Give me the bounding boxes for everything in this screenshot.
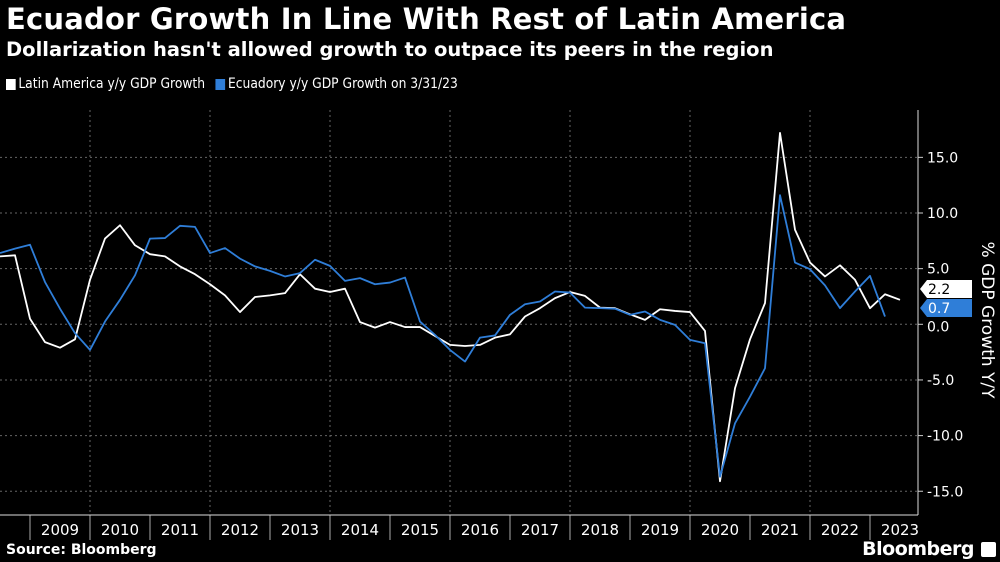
bloomberg-logo: Bloomberg [862,538,974,560]
last-value-label: 0.7 [928,301,950,317]
y-tick-label: 10.0 [927,206,958,222]
x-tick-label: 2010 [101,521,139,539]
chart-title: Ecuador Growth In Line With Rest of Lati… [6,2,847,36]
legend: Latin America y/y GDP Growth Ecuadory y/… [6,76,458,92]
x-tick-label: 2015 [401,521,439,539]
last-value-tag [920,280,972,298]
legend-label: Latin America y/y GDP Growth [18,76,206,92]
x-tick-label: 2020 [701,521,739,539]
y-tick-label: -5.0 [927,373,954,389]
x-tick-label: 2016 [461,521,499,539]
legend-swatch-white [6,78,16,90]
x-tick-label: 2018 [581,521,619,539]
y-tick-label: 15.0 [927,150,958,166]
last-value-tag [920,299,972,317]
x-tick-label: 2017 [521,521,559,539]
x-tick-label: 2012 [221,521,259,539]
last-value-label: 2.2 [928,282,950,298]
y-tick-label: 0.0 [927,319,949,335]
source-note: Source: Bloomberg [6,542,157,558]
x-tick-label: 2014 [341,521,379,539]
x-tick-label: 2011 [161,521,199,539]
chart-subtitle: Dollarization hasn't allowed growth to o… [6,38,774,61]
y-axis-label: % GDP Growth Y/Y [977,242,997,400]
x-tick-label: 2021 [761,521,799,539]
legend-item-ecuador: Ecuadory y/y GDP Growth on 3/31/23 [215,76,458,92]
x-tick-label: 2009 [41,521,79,539]
x-tick-label: 2013 [281,521,319,539]
legend-swatch-blue [215,78,226,90]
x-tick-label: 2019 [641,521,679,539]
legend-item-latin-america: Latin America y/y GDP Growth [6,76,205,92]
series-line-ecuador [0,194,886,478]
x-tick-label: 2023 [881,521,919,539]
legend-label: Ecuadory y/y GDP Growth on 3/31/23 [227,76,458,92]
bloomberg-chart-icon [981,542,996,557]
y-tick-label: -15.0 [927,484,963,500]
y-tick-label: 5.0 [927,262,949,278]
x-tick-label: 2022 [821,521,859,539]
y-tick-label: -10.0 [927,429,963,445]
